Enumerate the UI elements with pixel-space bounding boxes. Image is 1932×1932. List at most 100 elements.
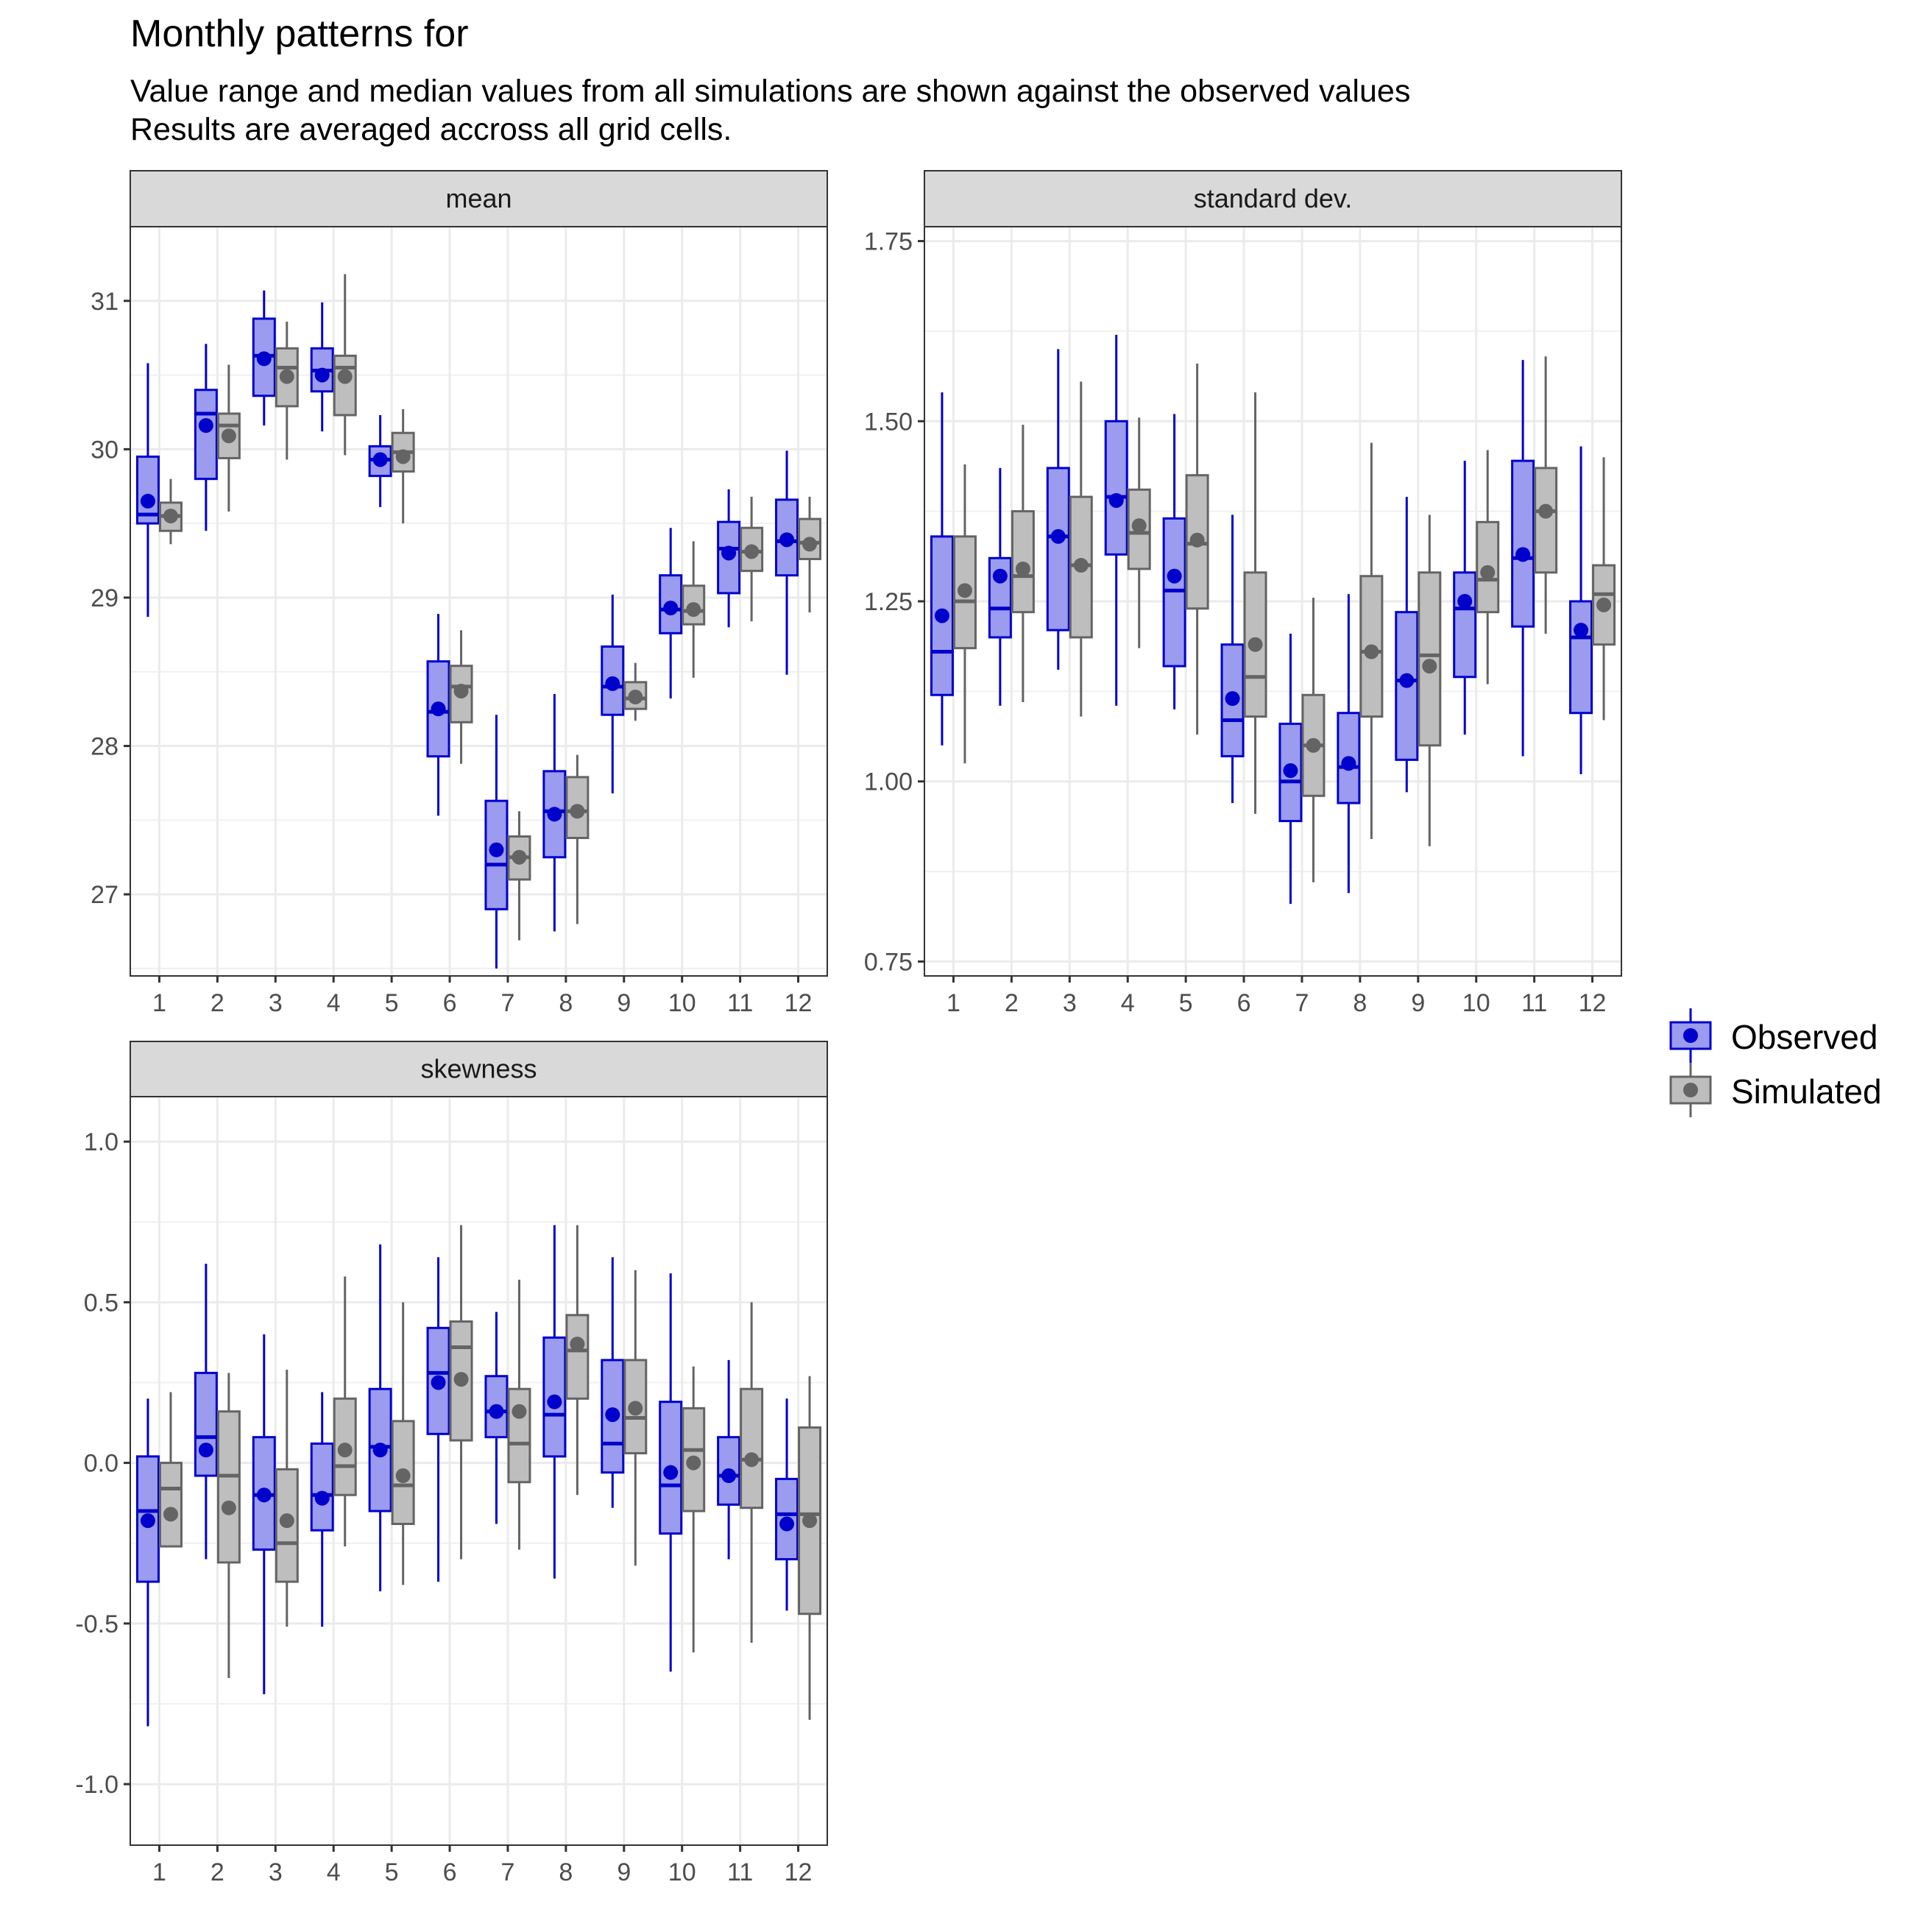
box-observed-10 [659,528,683,699]
box-iqr [135,455,160,525]
mean-point [140,493,155,509]
mean-point [1167,568,1182,584]
mean-point [1050,528,1066,544]
mean-point [1108,492,1124,508]
box-simulated-1 [158,478,183,545]
mean-point [1283,763,1298,779]
mean-point [1189,532,1205,548]
mean-point [802,1513,818,1529]
x-tick-label: 7 [500,989,514,1017]
mean-point [431,701,446,717]
mean-point [221,428,236,444]
box-simulated-6 [1243,392,1267,814]
box-iqr [1569,600,1593,715]
box-observed-11 [1511,360,1535,757]
box-simulated-9 [1418,514,1442,846]
y-tick-label: 0.0 [84,1450,118,1478]
box-simulated-2 [1011,425,1035,703]
x-tick-label: 8 [1353,989,1367,1017]
box-observed-3 [252,290,276,426]
strip [130,170,828,227]
x-tick-label: 1 [946,989,960,1017]
box-simulated-11 [740,496,764,622]
mean-point [1073,558,1089,573]
box-simulated-8 [1359,442,1384,840]
box-iqr [216,1410,241,1564]
box-simulated-3 [275,322,299,460]
y-tick-label: 29 [91,584,118,612]
box-simulated-10 [682,541,706,678]
mean-point [1364,644,1379,659]
box-simulated-6 [449,1225,473,1560]
box-iqr [484,1375,509,1439]
box-observed-1 [930,392,954,746]
mean-point [163,1507,178,1522]
box-observed-8 [1337,594,1361,894]
panel-2: skewness-1.0-0.50.00.51.01 2 3 4 5 6 7 8 9 10 11 12 [75,1041,828,1886]
box-simulated-8 [565,754,590,924]
mean-point [547,1394,562,1409]
strip-label: standard dev. [1194,183,1352,213]
box-observed-2 [194,344,218,531]
mean-point [570,1337,585,1352]
y-tick-label: 30 [91,436,118,464]
box-observed-12 [1569,446,1593,774]
y-tick-label: -1.0 [75,1771,118,1799]
box-observed-4 [310,1392,334,1627]
box-simulated-9 [623,1270,648,1566]
box-simulated-7 [507,1279,531,1550]
x-tick-label: 1 [152,1858,166,1886]
mean-point [140,1513,155,1529]
box-iqr [740,1387,764,1510]
y-tick-label: 1.00 [864,768,913,796]
box-observed-11 [717,1359,741,1560]
legend-label-simulated: Simulated [1731,1072,1882,1111]
box-iqr [1011,510,1035,614]
mean-point [489,1404,504,1419]
box-observed-2 [194,1263,218,1560]
x-tick-label: 9 [1411,989,1425,1017]
box-observed-10 [659,1273,683,1672]
box-iqr [310,1442,334,1532]
mean-point [779,1516,795,1532]
mean-point [547,807,562,822]
mean-point [337,1443,353,1458]
x-tick-label: 10 [668,1858,696,1886]
y-tick-label: 1.0 [84,1128,118,1156]
box-iqr [507,1387,531,1484]
x-tick-label: 10 [668,989,696,1017]
box-simulated-1 [158,1392,183,1548]
box-simulated-6 [449,630,473,764]
box-simulated-3 [275,1370,299,1627]
box-iqr [449,665,473,723]
legend-key-simulated-icon [1669,1063,1712,1117]
x-tick-label: 2 [1005,989,1019,1017]
box-simulated-12 [798,496,822,613]
strip-label: mean [445,183,512,213]
panel-background [130,227,827,976]
x-tick-label: 7 [500,1858,514,1886]
box-simulated-11 [1534,356,1558,634]
x-tick-label: 4 [327,1858,341,1886]
box-simulated-7 [507,811,531,941]
box-iqr [1395,611,1419,761]
box-simulated-12 [1592,457,1616,721]
box-observed-3 [1046,349,1070,670]
box-simulated-2 [216,364,241,512]
x-tick-label: 9 [617,989,631,1017]
box-simulated-10 [1476,450,1500,684]
legend-label-observed: Observed [1731,1018,1878,1056]
box-simulated-5 [391,408,415,524]
x-tick-label: 5 [1179,989,1193,1017]
x-tick-label: 11 [727,989,753,1017]
mean-point [605,676,620,691]
box-iqr [333,354,357,417]
x-tick-label: 2 [210,989,224,1017]
box-observed-6 [426,614,450,816]
box-simulated-4 [333,1276,357,1547]
mean-point [1422,659,1437,674]
mean-point [1538,503,1554,519]
box-iqr [158,1462,183,1548]
box-simulated-8 [565,1225,590,1496]
